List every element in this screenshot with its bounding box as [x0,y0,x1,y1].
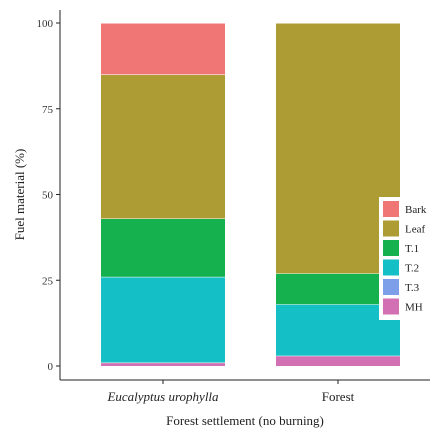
bar-segment-eucalyptus-urophylla-leaf [101,74,225,219]
y-tick-label-100: 100 [37,18,54,30]
x-tick-label-eucalyptus-urophylla: Eucalyptus urophylla [106,389,219,404]
legend-label-mh: MH [405,302,423,314]
x-axis-title: Forest settlement (no burning) [166,413,324,428]
legend-swatch-t-1 [383,240,399,256]
y-tick-label-75: 75 [42,104,54,116]
legend-swatch-bark [383,201,399,217]
bar-segment-forest-mh [276,355,400,366]
y-tick-label-0: 0 [48,361,54,373]
legend: Bark Leaf T.1 T.2 T.3 MH [379,197,435,320]
x-tick-label-forest: Forest [322,389,355,404]
legend-label-leaf: Leaf [405,224,425,236]
bar-segment-eucalyptus-urophylla-t-1 [101,218,225,277]
legend-label-t-3: T.3 [405,282,420,294]
legend-label-t-2: T.2 [405,263,419,275]
legend-swatch-t-3 [383,279,399,295]
legend-label-t-1: T.1 [405,243,419,255]
legend-swatch-leaf [383,220,399,237]
bar-segment-eucalyptus-urophylla-mh [101,362,225,366]
legend-swatch-mh [383,298,399,315]
legend-label-bark: Bark [405,204,427,216]
legend-swatch-t-2 [383,259,399,276]
bar-segment-eucalyptus-urophylla-bark [101,23,225,75]
axes-group: 0 25 50 75 100 Eucalyptus urophylla Forest [37,10,430,404]
y-tick-label-50: 50 [42,190,54,202]
bar-segment-eucalyptus-urophylla-t-2 [101,276,225,363]
y-axis-title: Fuel material (%) [12,149,27,241]
y-tick-label-25: 25 [42,275,54,287]
bars-group [101,22,400,366]
